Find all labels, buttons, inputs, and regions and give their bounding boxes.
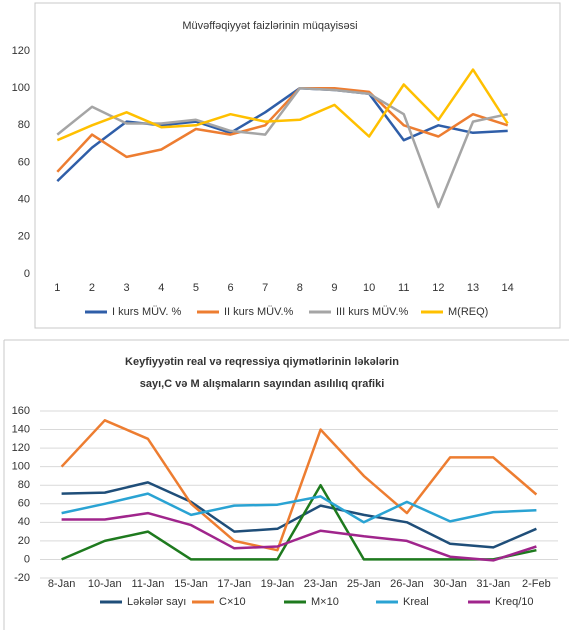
x-tick-label: 26-Jan	[390, 578, 424, 590]
x-tick-label: 11	[398, 282, 409, 294]
series-line	[61, 492, 537, 524]
series-line	[56, 86, 508, 209]
series-line	[56, 86, 508, 182]
legend-label: Kreal	[403, 596, 429, 608]
y-tick-label: 40	[18, 194, 30, 206]
y-tick-label: 40	[18, 516, 30, 528]
legend-label: Kreq/10	[495, 596, 534, 608]
legend-label: III kurs MÜV.%	[336, 306, 409, 318]
chart-title: Müvəffəqiyyət faizlərinin müqayisəsi	[182, 20, 357, 32]
x-tick-label: 2-Feb	[522, 578, 551, 590]
legend-label: C×10	[219, 596, 246, 608]
y-tick-label: 100	[12, 82, 30, 94]
y-tick-label: 120	[12, 442, 30, 454]
x-tick-label: 23-Jan	[304, 578, 338, 590]
series-line	[56, 68, 509, 142]
x-tick-label: 5	[193, 282, 199, 294]
x-tick-label: 8-Jan	[48, 578, 76, 590]
y-tick-label: 20	[18, 535, 30, 547]
y-tick-label: 60	[18, 498, 30, 510]
x-tick-label: 13	[467, 282, 479, 294]
x-tick-label: 19-Jan	[261, 578, 295, 590]
x-tick-label: 9	[331, 282, 337, 294]
y-tick-label: -20	[14, 572, 30, 584]
y-tick-label: 60	[18, 156, 30, 168]
y-tick-label: 80	[18, 119, 30, 131]
y-tick-label: 0	[24, 553, 30, 565]
chart-title: Keyfiyyətin real və reqressiya qiymətlər…	[125, 356, 399, 368]
x-tick-label: 11-Jan	[132, 578, 165, 590]
legend-label: Ləkələr sayı	[127, 596, 186, 608]
x-tick-label: 7	[262, 282, 268, 294]
y-tick-label: 80	[18, 479, 30, 491]
legend-label: M(REQ)	[448, 306, 488, 318]
y-tick-label: 20	[18, 231, 30, 243]
x-tick-label: 8	[297, 282, 303, 294]
x-tick-label: 4	[158, 282, 164, 294]
y-tick-label: 100	[12, 461, 30, 473]
series-line	[61, 511, 537, 562]
y-tick-label: 120	[12, 45, 30, 57]
y-tick-label: 140	[12, 423, 30, 435]
legend-label: I kurs MÜV. %	[112, 306, 181, 318]
y-tick-label: 160	[12, 405, 30, 417]
x-tick-label: 31-Jan	[476, 578, 510, 590]
x-tick-label: 6	[227, 282, 233, 294]
x-tick-label: 3	[124, 282, 130, 294]
x-tick-label: 25-Jan	[347, 578, 381, 590]
x-tick-label: 12	[432, 282, 444, 294]
chart-frame	[34, 2, 561, 329]
legend-label: II kurs MÜV.%	[224, 306, 293, 318]
series-line	[61, 483, 537, 561]
x-tick-label: 15-Jan	[174, 578, 208, 590]
x-tick-label: 10-Jan	[88, 578, 122, 590]
x-tick-label: 17-Jan	[217, 578, 251, 590]
legend-label: M×10	[311, 596, 339, 608]
series-line	[60, 419, 538, 552]
x-tick-label: 2	[89, 282, 95, 294]
y-tick-label: 0	[24, 268, 30, 280]
x-tick-label: 30-Jan	[433, 578, 467, 590]
series-line	[56, 86, 509, 173]
chart-title: sayı,C və M alışmaların sayından asılılı…	[140, 378, 385, 390]
x-tick-label: 14	[502, 282, 514, 294]
x-tick-label: 10	[363, 282, 375, 294]
series-line	[61, 481, 537, 549]
x-tick-label: 1	[54, 282, 60, 294]
